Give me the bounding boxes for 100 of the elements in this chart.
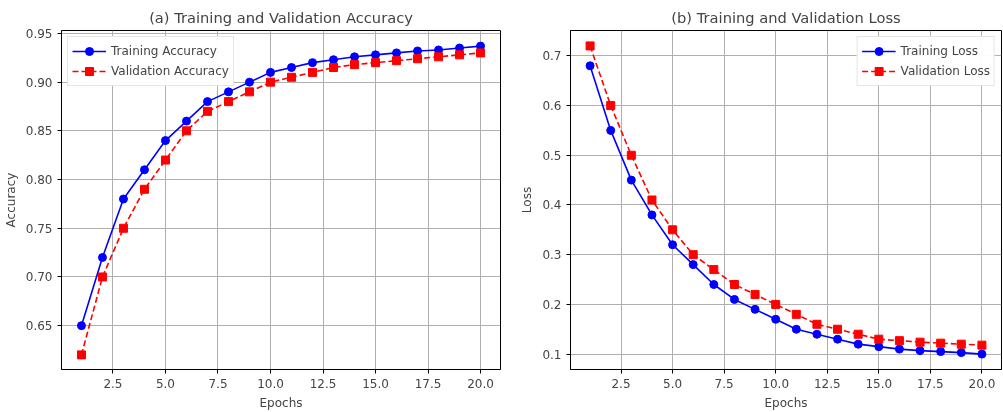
chart-title: (a) Training and Validation Accuracy [149,8,414,26]
point [750,289,760,299]
x-tick-label: 17.5 [414,376,442,391]
point [915,346,925,356]
point [894,336,904,346]
x-tick-label: 7.5 [208,376,228,391]
point [223,87,233,97]
x-axis-title: Epochs [764,395,808,410]
point [688,250,698,260]
point [476,48,486,58]
point [434,52,444,62]
point [606,125,616,135]
point [936,347,946,357]
point [894,344,904,354]
point [371,50,381,60]
point [709,280,719,289]
x-tick-label: 15.0 [362,376,389,391]
x-tick-label: 20.0 [467,376,494,391]
y-tick-label: 0.70 [25,270,53,285]
x-tick-label: 10.0 [257,376,284,391]
chart-title: (b) Training and Validation Loss [671,8,901,26]
point [455,50,465,60]
point [936,338,946,348]
point [750,304,760,314]
point [647,210,657,220]
y-axis-title: Loss [520,186,535,214]
point [729,294,739,304]
point [413,46,423,56]
point [244,77,254,87]
point [287,72,296,82]
point [181,116,191,126]
x-axis-title: Epochs [259,395,303,410]
y-tick-label: 0.2 [542,297,562,312]
point [585,61,595,71]
legend-label: Training Loss [900,44,979,58]
legend-label: Validation Loss [900,64,990,78]
y-tick-label: 0.6 [542,99,562,114]
point [181,126,191,136]
point [413,54,423,64]
y-tick-label: 0.80 [25,173,53,188]
x-tick-label: 12.5 [309,376,337,391]
point [647,195,657,205]
x-tick-label: 17.5 [916,376,944,391]
point [833,334,843,344]
point [668,225,678,235]
x-tick-label: 5.0 [155,376,176,391]
y-tick-label: 0.7 [542,49,562,64]
point [118,223,128,233]
point [709,265,719,275]
point [853,329,863,339]
x-tick-label: 20.0 [968,376,996,391]
point [287,63,296,73]
x-tick-label: 5.0 [663,376,683,391]
point [688,260,698,270]
point [791,309,801,319]
point [350,52,360,62]
point [977,340,987,350]
y-tick-label: 0.4 [542,198,562,213]
point [223,97,233,107]
point [392,48,402,58]
point [833,324,843,334]
point [266,77,275,87]
y-tick-label: 0.85 [25,124,53,139]
x-tick-label: 12.5 [813,376,841,391]
point [915,337,925,347]
y-tick-label: 0.5 [542,148,562,163]
y-tick-label: 0.95 [25,26,53,41]
point [626,175,636,185]
point [606,101,616,111]
point [729,280,739,289]
point [668,240,678,250]
point [118,194,128,204]
point [977,349,987,359]
y-tick-label: 0.65 [25,319,53,334]
y-tick-label: 0.90 [25,75,53,90]
x-tick-label: 2.5 [611,376,631,391]
legend-label: Validation Accuracy [111,64,229,78]
legend-label: Training Accuracy [111,44,217,58]
point [956,348,966,358]
point [160,136,170,146]
point [956,339,966,349]
point [329,63,339,73]
point [812,319,822,329]
point [76,350,86,360]
point [266,67,275,77]
point [874,334,884,344]
point [76,321,86,331]
y-tick-label: 0.75 [25,221,53,236]
point [202,106,212,116]
point [626,150,636,160]
point [97,272,107,282]
point [371,58,381,68]
point [139,184,149,194]
x-tick-label: 10.0 [762,376,790,391]
y-axis-title: Accuracy [3,172,18,228]
point [97,252,107,262]
y-tick-label: 0.1 [542,347,562,362]
point [160,155,170,165]
point [771,314,781,324]
point [350,60,360,70]
